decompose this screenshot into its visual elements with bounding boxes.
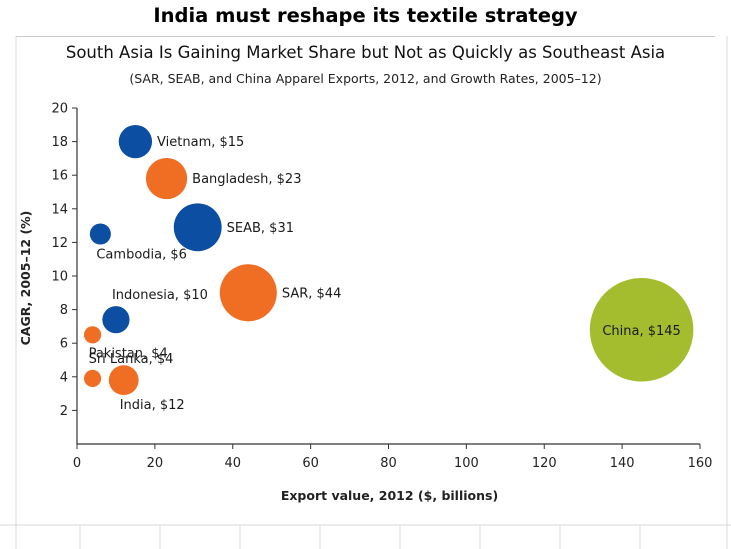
y-tick-label: 20 [51,102,68,117]
bubble-label: SEAB, $31 [227,221,294,236]
bubbles [83,124,694,396]
chart-subtitle: (SAR, SEAB, and China Apparel Exports, 2… [129,71,602,86]
x-tick-label: 60 [302,456,319,471]
bubble [102,306,130,334]
header-divider [16,36,715,37]
y-tick-label: 18 [51,135,68,150]
y-tick-label: 8 [60,303,68,318]
bubble [173,203,222,252]
bubble [108,365,139,396]
bubble-labels: Vietnam, $15 Bangladesh, $23 SEAB, $31 Camb… [89,135,681,413]
y-tick-label: 16 [51,169,68,184]
bubble-label: Sri Lanka, $4 [89,352,174,367]
bubble [219,264,277,322]
bubble-label: Indonesia, $10 [112,288,208,303]
y-axis-title: CAGR, 2005–12 (%) [18,211,33,346]
bubble [145,157,188,200]
x-tick-label: 160 [688,456,713,471]
bubble-label: Bangladesh, $23 [192,172,301,187]
bubble-label: SAR, $44 [282,286,342,301]
y-tick-label: 12 [51,236,68,251]
chart-title: South Asia Is Gaining Market Share but N… [65,43,666,62]
x-tick-label: 140 [610,456,635,471]
headline: India must reshape its textile strategy [153,4,578,27]
y-tick-label: 4 [60,370,68,385]
y-tick-label: 14 [51,202,68,217]
x-tick-label: 20 [147,456,164,471]
axes: 2 4 6 8 10 12 14 16 18 20 0 20 40 60 80 100 120 140 160 [51,102,712,472]
y-tick-label: 6 [60,337,68,352]
bubble [589,277,694,382]
bubble [89,223,111,245]
y-tick-label: 2 [60,404,68,419]
x-tick-label: 80 [380,456,397,471]
x-tick-label: 40 [224,456,241,471]
bubble-label: India, $12 [120,398,185,413]
x-tick-label: 0 [73,456,81,471]
bubble [118,124,153,159]
bubble-label: Vietnam, $15 [157,135,244,150]
x-axis-title: Export value, 2012 ($, billions) [281,488,498,503]
bubble [83,326,102,344]
x-tick-label: 100 [454,456,479,471]
bubble-label: China, $145 [602,324,680,339]
bubble-label: Cambodia, $6 [96,248,187,263]
y-tick-label: 10 [51,270,68,285]
x-tick-label: 120 [532,456,557,471]
bubble [83,369,102,388]
bubble-label: Pakistan, $4 [89,346,168,361]
